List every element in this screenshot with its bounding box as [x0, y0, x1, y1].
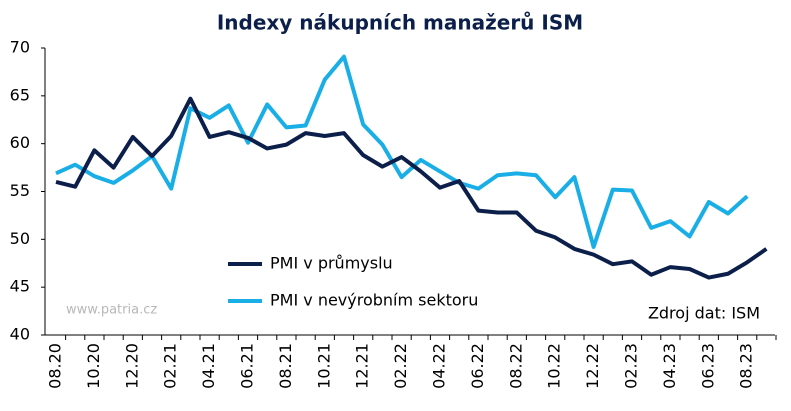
y-tick-label: 45: [10, 277, 30, 296]
x-tick-label: 04.21: [199, 343, 218, 389]
x-tick-label: 06.23: [698, 343, 717, 389]
x-tick-label: 04.23: [660, 343, 679, 389]
x-tick-label: 04.22: [430, 343, 449, 389]
legend-label: PMI v nevýrobním sektoru: [270, 291, 478, 310]
y-tick-label: 70: [10, 38, 30, 57]
x-tick-label: 08.21: [276, 343, 295, 389]
y-tick-label: 50: [10, 229, 30, 248]
x-tick-label: 02.21: [161, 343, 180, 389]
y-tick-label: 60: [10, 133, 30, 152]
legend-label: PMI v průmyslu: [270, 254, 393, 273]
line-series: [55, 96, 768, 280]
x-tick-label: 08.23: [737, 343, 756, 389]
x-tick-label: 02.23: [622, 343, 641, 389]
line-series: [55, 54, 749, 249]
y-tick-label: 55: [10, 181, 30, 200]
y-tick-label: 40: [10, 325, 30, 344]
x-tick-label: 02.22: [391, 343, 410, 389]
x-tick-label: 06.22: [468, 343, 487, 389]
x-tick-label: 12.20: [122, 343, 141, 389]
x-tick-label: 10.21: [314, 343, 333, 389]
x-tick-label: 10.20: [84, 343, 103, 389]
x-tick-label: 12.21: [353, 343, 372, 389]
watermark: www.patria.cz: [66, 303, 157, 318]
x-tick-label: 08.20: [46, 343, 65, 389]
x-tick-label: 08.22: [506, 343, 525, 389]
y-tick-label: 65: [10, 85, 30, 104]
source-note: Zdroj dat: ISM: [648, 304, 760, 323]
chart-title: Indexy nákupních manažerů ISM: [217, 11, 583, 35]
x-tick-label: 10.22: [545, 343, 564, 389]
x-tick-label: 12.22: [583, 343, 602, 389]
x-tick-label: 06.21: [238, 343, 257, 389]
